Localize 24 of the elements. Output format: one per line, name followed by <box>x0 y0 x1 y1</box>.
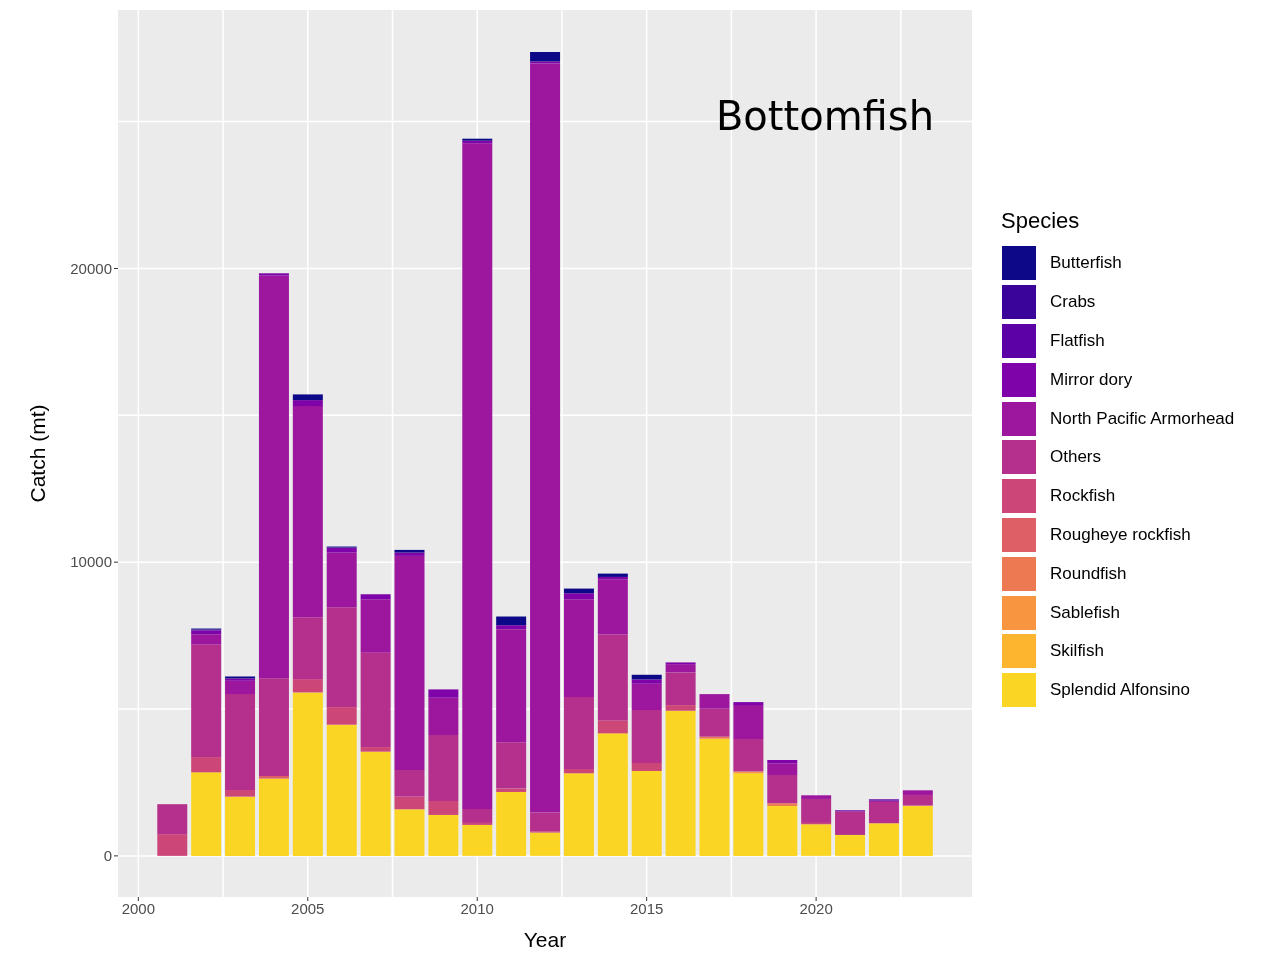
x-tick-label: 2005 <box>291 899 325 917</box>
legend-label: Skilfish <box>1050 641 1104 662</box>
legend-label: Butterfish <box>1050 253 1122 274</box>
y-tick-label: 0 <box>103 847 112 865</box>
x-tick-label: 2015 <box>629 899 664 917</box>
legend-label: Flatfish <box>1050 330 1105 351</box>
legend-label: Rockfish <box>1050 486 1116 507</box>
legend-title: Species <box>1001 208 1081 234</box>
y-tick-label: 10000 <box>70 553 112 571</box>
legend-label: Sablefish <box>1050 602 1120 623</box>
text: Bottomfish <box>715 93 934 139</box>
legend-label: Rougheye rockfish <box>1050 524 1191 545</box>
legend-label: Splendid Alfonsino <box>1050 680 1190 701</box>
x-axis-title: Year <box>523 928 567 951</box>
x-tick-label: 2020 <box>799 899 833 917</box>
y-tick-label: 20000 <box>70 259 112 277</box>
y-axis-title: Catch (mt) <box>26 404 50 503</box>
x-tick-label: 2000 <box>121 899 156 917</box>
x-tick-label: 2010 <box>460 899 494 917</box>
legend-label: Mirror dory <box>1050 369 1133 390</box>
legend-label: Roundfish <box>1050 563 1127 584</box>
legend-label: Others <box>1050 447 1102 468</box>
legend-label: North Pacific Armorhead <box>1050 408 1235 429</box>
legend-label: Crabs <box>1050 292 1096 313</box>
